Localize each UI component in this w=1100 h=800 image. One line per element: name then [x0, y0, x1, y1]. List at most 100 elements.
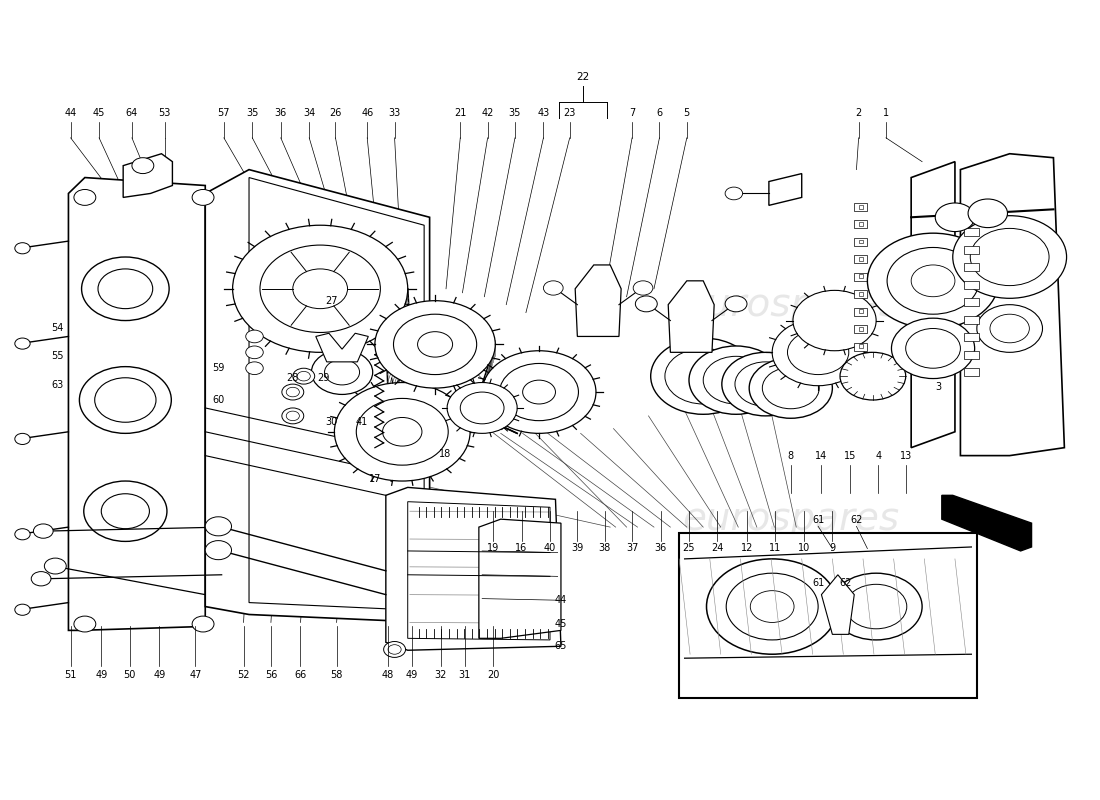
Bar — [855, 308, 868, 316]
Text: 25: 25 — [683, 543, 695, 553]
Text: 64: 64 — [125, 108, 138, 118]
Circle shape — [375, 301, 495, 388]
Circle shape — [935, 203, 975, 231]
Circle shape — [689, 346, 783, 414]
Text: 30: 30 — [324, 418, 338, 427]
Circle shape — [14, 604, 30, 615]
Polygon shape — [478, 519, 561, 638]
Circle shape — [286, 411, 299, 421]
Text: 32: 32 — [434, 670, 447, 680]
Text: 61: 61 — [812, 514, 824, 525]
Circle shape — [725, 296, 747, 312]
Text: 19: 19 — [487, 543, 499, 553]
Bar — [859, 274, 864, 278]
Circle shape — [74, 190, 96, 206]
Circle shape — [953, 216, 1067, 298]
Text: 58: 58 — [330, 670, 343, 680]
Text: 66: 66 — [295, 670, 307, 680]
Circle shape — [970, 228, 1049, 286]
Bar — [859, 292, 864, 296]
Text: 35: 35 — [246, 108, 258, 118]
Polygon shape — [408, 502, 550, 640]
Circle shape — [722, 352, 810, 416]
Text: 56: 56 — [265, 670, 277, 680]
Text: 16: 16 — [516, 543, 528, 553]
Circle shape — [282, 408, 304, 424]
Text: 44: 44 — [554, 595, 568, 605]
Text: 15: 15 — [844, 451, 856, 461]
Text: 42: 42 — [482, 108, 494, 118]
Polygon shape — [575, 265, 622, 337]
Bar — [964, 316, 979, 324]
Circle shape — [192, 190, 215, 206]
Text: 3: 3 — [935, 382, 942, 392]
Text: 27: 27 — [324, 297, 338, 306]
Circle shape — [260, 245, 381, 333]
Text: 45: 45 — [554, 619, 568, 629]
Circle shape — [725, 187, 742, 200]
Circle shape — [356, 398, 448, 465]
Text: 45: 45 — [92, 108, 106, 118]
Circle shape — [293, 269, 348, 309]
Circle shape — [388, 645, 401, 654]
Circle shape — [706, 559, 838, 654]
Text: 26: 26 — [329, 108, 342, 118]
Circle shape — [192, 616, 215, 632]
Text: 24: 24 — [712, 543, 724, 553]
Text: 34: 34 — [304, 108, 316, 118]
Text: 1: 1 — [883, 108, 889, 118]
Text: 5: 5 — [684, 108, 690, 118]
Circle shape — [891, 318, 975, 378]
Text: 14: 14 — [815, 451, 827, 461]
Bar — [859, 205, 864, 209]
Circle shape — [846, 584, 906, 629]
Circle shape — [293, 368, 315, 384]
Circle shape — [206, 541, 231, 560]
Bar — [964, 246, 979, 254]
Circle shape — [772, 319, 865, 386]
Circle shape — [418, 332, 452, 357]
Text: 6: 6 — [657, 108, 662, 118]
Text: 13: 13 — [900, 451, 912, 461]
Circle shape — [33, 524, 53, 538]
Circle shape — [394, 314, 476, 374]
Polygon shape — [206, 170, 430, 622]
Text: 33: 33 — [388, 108, 400, 118]
Circle shape — [101, 494, 150, 529]
Bar — [855, 221, 868, 229]
Text: 29: 29 — [317, 373, 330, 382]
Bar — [859, 362, 864, 366]
Circle shape — [788, 330, 849, 374]
Circle shape — [383, 418, 422, 446]
Bar — [964, 281, 979, 289]
Circle shape — [84, 481, 167, 542]
Text: 49: 49 — [153, 670, 165, 680]
Circle shape — [911, 265, 955, 297]
Text: 2: 2 — [856, 108, 861, 118]
Text: 17: 17 — [368, 474, 381, 485]
Bar — [859, 344, 864, 348]
Text: 57: 57 — [218, 108, 230, 118]
Circle shape — [384, 642, 406, 658]
Bar — [964, 368, 979, 376]
Text: 12: 12 — [740, 543, 754, 553]
Text: 65: 65 — [554, 642, 568, 651]
Bar — [964, 229, 979, 236]
Circle shape — [735, 362, 796, 406]
Circle shape — [977, 305, 1043, 352]
Text: 36: 36 — [275, 108, 287, 118]
Polygon shape — [942, 495, 1032, 551]
Circle shape — [447, 382, 517, 434]
Circle shape — [990, 314, 1030, 342]
Bar — [964, 211, 979, 219]
Text: 46: 46 — [361, 108, 373, 118]
Circle shape — [726, 573, 818, 640]
Text: eurospares: eurospares — [682, 500, 900, 538]
Text: 63: 63 — [52, 380, 64, 390]
Circle shape — [762, 367, 820, 409]
Text: 38: 38 — [598, 543, 611, 553]
Bar — [964, 350, 979, 358]
Text: 8: 8 — [788, 451, 794, 461]
Text: 37: 37 — [626, 543, 638, 553]
Text: 61: 61 — [812, 578, 824, 588]
